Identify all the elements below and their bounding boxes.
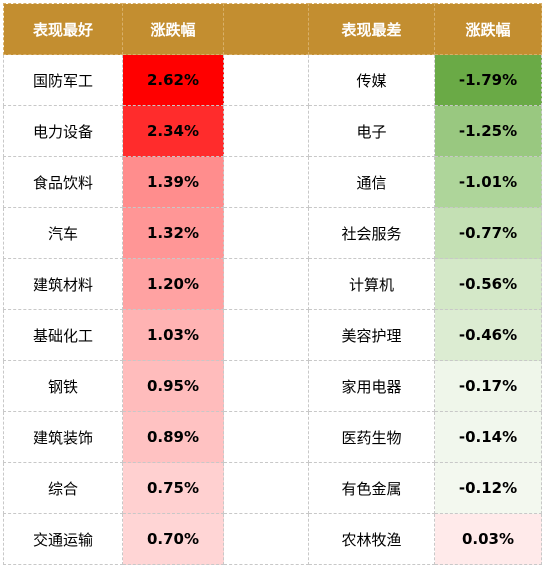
best-sector-change: 1.03% — [122, 309, 224, 361]
header-row: 表现最好 涨跌幅 表现最差 涨跌幅 — [3, 3, 542, 55]
best-sector-name: 建筑材料 — [3, 258, 123, 310]
table-row: 综合 0.75% 有色金属 -0.12% — [3, 462, 542, 514]
best-sector-change: 0.75% — [122, 462, 224, 514]
worst-sector-name: 电子 — [308, 105, 435, 157]
table-row: 汽车 1.32% 社会服务 -0.77% — [3, 207, 542, 259]
spacer-cell — [223, 411, 309, 463]
worst-sector-change: 0.03% — [434, 513, 542, 565]
table-row: 食品饮料 1.39% 通信 -1.01% — [3, 156, 542, 208]
header-spacer — [223, 3, 309, 55]
spacer-cell — [223, 156, 309, 208]
best-sector-change: 1.20% — [122, 258, 224, 310]
spacer-cell — [223, 360, 309, 412]
header-best: 表现最好 — [3, 3, 123, 55]
best-sector-name: 食品饮料 — [3, 156, 123, 208]
worst-sector-name: 农林牧渔 — [308, 513, 435, 565]
spacer-cell — [223, 258, 309, 310]
spacer-cell — [223, 462, 309, 514]
worst-sector-change: -0.77% — [434, 207, 542, 259]
best-sector-change: 1.32% — [122, 207, 224, 259]
worst-sector-change: -0.17% — [434, 360, 542, 412]
header-best-change: 涨跌幅 — [122, 3, 224, 55]
best-sector-change: 0.95% — [122, 360, 224, 412]
worst-sector-change: -1.79% — [434, 54, 542, 106]
best-sector-name: 汽车 — [3, 207, 123, 259]
spacer-cell — [223, 513, 309, 565]
table-row: 建筑材料 1.20% 计算机 -0.56% — [3, 258, 542, 310]
table-row: 交通运输 0.70% 农林牧渔 0.03% — [3, 513, 542, 565]
best-sector-change: 0.89% — [122, 411, 224, 463]
worst-sector-change: -0.12% — [434, 462, 542, 514]
table-row: 钢铁 0.95% 家用电器 -0.17% — [3, 360, 542, 412]
table-row: 国防军工 2.62% 传媒 -1.79% — [3, 54, 542, 106]
best-sector-change: 2.34% — [122, 105, 224, 157]
best-sector-name: 基础化工 — [3, 309, 123, 361]
best-sector-name: 国防军工 — [3, 54, 123, 106]
worst-sector-change: -1.01% — [434, 156, 542, 208]
best-sector-name: 交通运输 — [3, 513, 123, 565]
worst-sector-change: -0.56% — [434, 258, 542, 310]
spacer-cell — [223, 54, 309, 106]
header-worst-change: 涨跌幅 — [434, 3, 542, 55]
table-row: 建筑装饰 0.89% 医药生物 -0.14% — [3, 411, 542, 463]
table-row: 电力设备 2.34% 电子 -1.25% — [3, 105, 542, 157]
best-sector-change: 2.62% — [122, 54, 224, 106]
worst-sector-name: 有色金属 — [308, 462, 435, 514]
best-sector-name: 钢铁 — [3, 360, 123, 412]
worst-sector-change: -1.25% — [434, 105, 542, 157]
best-sector-name: 电力设备 — [3, 105, 123, 157]
worst-sector-change: -0.46% — [434, 309, 542, 361]
spacer-cell — [223, 309, 309, 361]
worst-sector-name: 社会服务 — [308, 207, 435, 259]
worst-sector-name: 通信 — [308, 156, 435, 208]
spacer-cell — [223, 207, 309, 259]
best-sector-name: 建筑装饰 — [3, 411, 123, 463]
worst-sector-name: 传媒 — [308, 54, 435, 106]
best-sector-name: 综合 — [3, 462, 123, 514]
sector-performance-table: 表现最好 涨跌幅 表现最差 涨跌幅 国防军工 2.62% 传媒 -1.79% 电力设备 2… — [3, 3, 542, 565]
worst-sector-name: 美容护理 — [308, 309, 435, 361]
table-row: 基础化工 1.03% 美容护理 -0.46% — [3, 309, 542, 361]
worst-sector-name: 医药生物 — [308, 411, 435, 463]
best-sector-change: 1.39% — [122, 156, 224, 208]
spacer-cell — [223, 105, 309, 157]
worst-sector-name: 计算机 — [308, 258, 435, 310]
best-sector-change: 0.70% — [122, 513, 224, 565]
worst-sector-name: 家用电器 — [308, 360, 435, 412]
header-worst: 表现最差 — [308, 3, 435, 55]
worst-sector-change: -0.14% — [434, 411, 542, 463]
